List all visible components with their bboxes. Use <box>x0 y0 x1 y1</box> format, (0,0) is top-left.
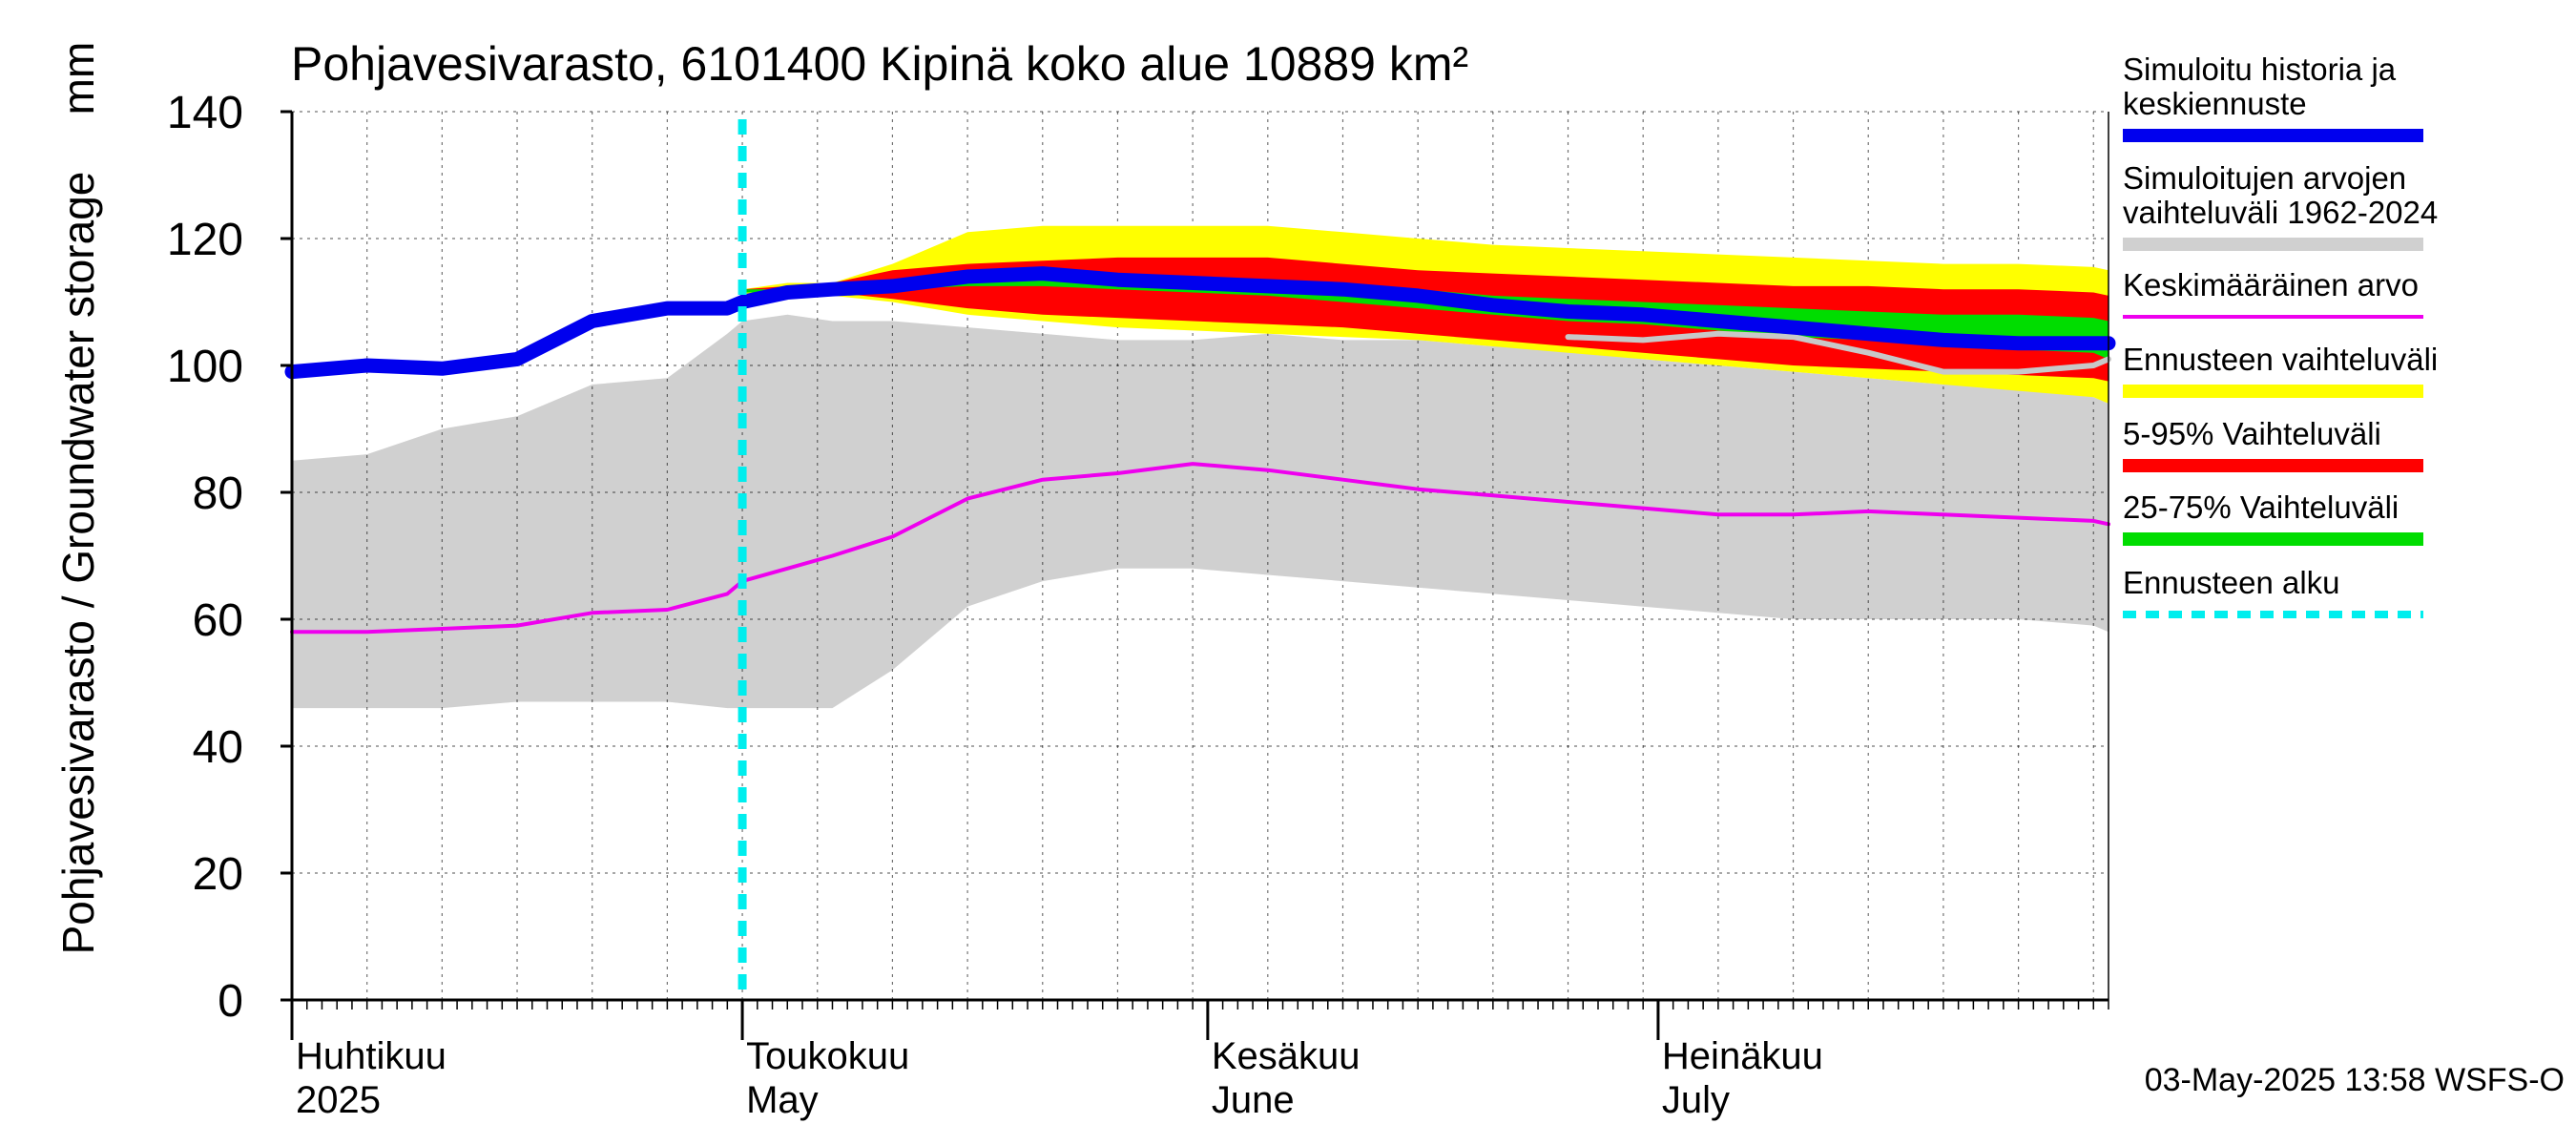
y-axis: 0 20 40 60 80 100 120 140 <box>167 88 292 1027</box>
y-tick-label: 0 <box>218 976 243 1027</box>
y-tick-label: 100 <box>167 342 243 392</box>
y-tick-label: 60 <box>193 595 243 646</box>
legend-label: Simuloitujen arvojen vaihteluväli 1962-20… <box>2123 160 2438 230</box>
month-label-fi: Huhtikuu <box>296 1035 447 1077</box>
y-tick-label: 80 <box>193 468 243 519</box>
mean-line <box>290 462 2110 635</box>
y-tick-label: 120 <box>167 215 243 265</box>
chart-title: Pohjavesivarasto, 6101400 Kipinä koko al… <box>291 37 1468 91</box>
y-tick-label: 140 <box>167 88 243 138</box>
forecast-5-95-band <box>742 257 2109 382</box>
month-label-fi: Kesäkuu <box>1212 1035 1361 1077</box>
legend: Simuloitu historia ja keskiennuste Simuloi… <box>2123 52 2438 618</box>
y-tick-label: 20 <box>193 849 243 900</box>
legend-label: 5-95% Vaihteluväli <box>2123 416 2381 451</box>
forecast-25-75-band <box>742 270 2109 360</box>
y-tick-label: 40 <box>193 722 243 773</box>
month-label-fi: Toukokuu <box>746 1035 909 1077</box>
legend-label: Ennusteen alku <box>2123 565 2340 600</box>
legend-label: Simuloitu historia ja keskiennuste <box>2123 52 2397 121</box>
legend-label: Keskimääräinen arvo <box>2123 267 2419 302</box>
month-label-fi: Heinäkuu <box>1662 1035 1823 1077</box>
y-axis-label: Pohjavesivarasto / Groundwater storage <box>53 172 103 955</box>
simulated-line <box>284 266 2116 380</box>
month-label-en: May <box>746 1079 819 1121</box>
y-axis-unit: mm <box>53 42 103 115</box>
month-label-en: 2025 <box>296 1079 381 1121</box>
forecast-gray-line <box>1565 330 2111 375</box>
timestamp: 03-May-2025 13:58 WSFS-O <box>2145 1062 2565 1098</box>
plot-area <box>284 111 2116 1002</box>
legend-label: 25-75% Vaihteluväli <box>2123 489 2399 525</box>
month-label-en: July <box>1662 1079 1730 1121</box>
month-label-en: June <box>1212 1079 1295 1121</box>
legend-label: Ennusteen vaihteluväli <box>2123 342 2438 377</box>
